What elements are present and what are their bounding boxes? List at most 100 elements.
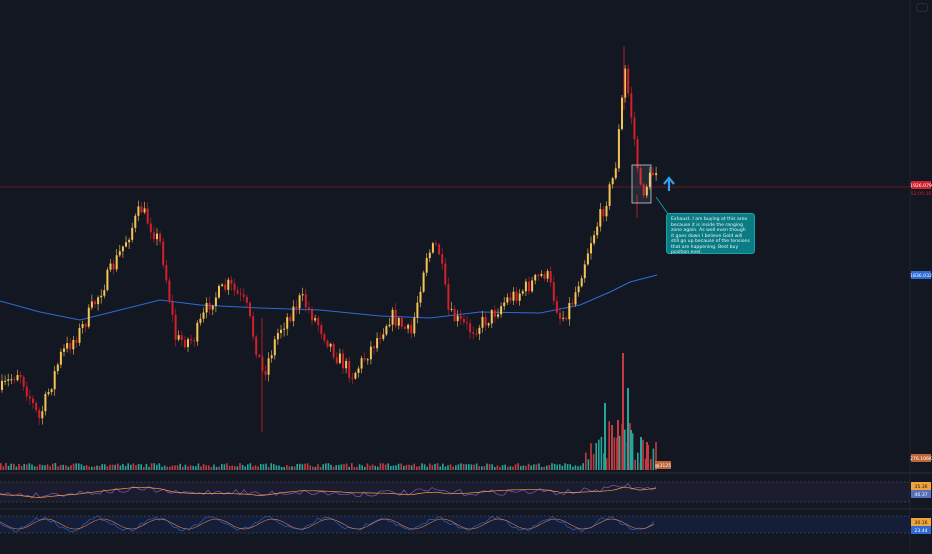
candle-body [528,281,530,292]
volume-bar [382,463,384,470]
volume-bar [130,464,132,470]
volume-bar [527,463,530,470]
volume-bar [231,465,233,470]
candle-body [506,297,509,303]
candle-body [388,324,391,327]
candle-body [112,263,115,270]
screenshot-button[interactable] [916,3,928,12]
volume-bar [595,443,597,470]
candle-body [438,244,441,255]
volume-bar [507,466,509,470]
volume-bar [80,464,83,470]
volume-bar [283,466,285,470]
candle-body [518,293,521,301]
volume-bar [36,466,38,470]
volume-bar [561,465,564,470]
trade-note[interactable]: Exhaust. I am buying at this area becaus… [666,213,755,255]
volume-bar [208,465,210,470]
candle-body [577,286,580,293]
volume-bar [288,466,291,470]
candle-body [283,328,286,330]
volume-bar [111,464,114,470]
candle-body [208,302,211,310]
volume-bar [148,466,150,470]
volume-bar [348,466,350,470]
candle-body [559,312,561,319]
candle-body [38,410,41,419]
candle-body [146,208,149,224]
candle-body [258,354,261,357]
candle-body [69,343,72,350]
candle-body [255,336,258,355]
volume-bar [91,466,93,470]
volume-bar [275,465,278,470]
volume-bar [286,465,288,470]
volume-bar [304,463,306,470]
candle-body [103,290,106,296]
candle-body [214,297,217,306]
volume-bar [369,465,371,470]
candle-body [357,368,360,373]
candle-body [81,324,84,328]
volume-bar [254,465,257,470]
volume-bar [332,466,335,470]
candle-body [366,359,369,361]
candle-body [128,239,131,243]
volume-bar [353,466,356,470]
candle-body [636,139,639,169]
candle-body [233,283,236,291]
candle-body [143,208,146,213]
candle-body [63,348,65,352]
volume-bar [330,464,332,470]
candle-body [72,339,75,350]
volume-bar [642,439,644,470]
candle-body [621,97,623,130]
volume-bar [70,465,72,470]
volume-bar [351,463,353,470]
volume-bar [98,466,101,470]
volume-bar [478,466,480,470]
candle-body [187,339,189,348]
volume-bar [525,465,527,470]
volume-bar [317,464,319,470]
candle-body [78,327,81,343]
candle-body [531,280,534,292]
candle-body [425,258,428,273]
stoch-d-label-bg [911,526,931,534]
candle-body [335,357,338,364]
up-arrow-icon [663,176,675,185]
rsi-signal-label-bg [911,490,931,498]
candle-body [289,317,292,322]
volume-bar [109,464,111,470]
volume-bar [226,463,228,470]
volume-bar [213,464,215,470]
volume-bar [132,463,135,470]
rsi-signal-line [0,486,657,498]
volume-bar [548,465,551,470]
volume-bar [140,464,142,470]
candle-body [549,271,552,283]
volume-bar [338,464,340,470]
volume-bar [18,464,20,470]
candle-body [648,172,651,187]
volume-bar [280,466,283,470]
volume-bar [236,466,239,470]
candle-body [571,303,574,305]
candle-body [242,294,245,297]
volume-bar [218,466,220,470]
candle-body [224,284,227,290]
candle-body [469,323,472,333]
stoch-k-label: 30.16 [914,520,927,526]
candle-body [360,358,363,369]
volume-bar [535,464,538,470]
volume-bar [184,464,187,470]
volume-tag: @3125 [655,463,671,469]
volume-bar [356,466,358,470]
volume-bar [83,465,85,470]
volume-bar [88,466,90,470]
volume-bar [579,465,582,470]
candle-body [249,302,251,317]
volume-bar [546,465,548,470]
